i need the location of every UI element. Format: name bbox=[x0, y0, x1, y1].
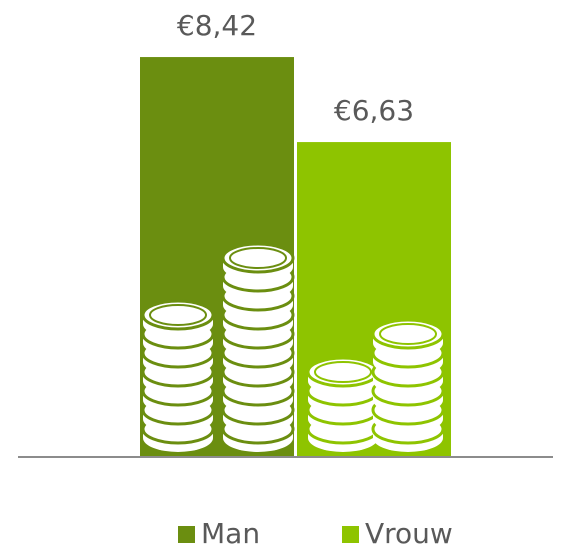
coin bbox=[314, 361, 372, 383]
legend-swatch bbox=[178, 526, 195, 543]
value-label: €8,42 bbox=[177, 9, 257, 42]
coin-decoration bbox=[141, 242, 445, 452]
value-label: €6,63 bbox=[334, 94, 414, 127]
coin bbox=[379, 323, 437, 345]
legend-swatch bbox=[342, 526, 359, 543]
coin bbox=[229, 247, 287, 269]
legend: Man Vrouw bbox=[178, 517, 453, 549]
legend-label: Man bbox=[201, 517, 260, 549]
coin bbox=[149, 304, 207, 326]
legend-label: Vrouw bbox=[365, 517, 453, 549]
